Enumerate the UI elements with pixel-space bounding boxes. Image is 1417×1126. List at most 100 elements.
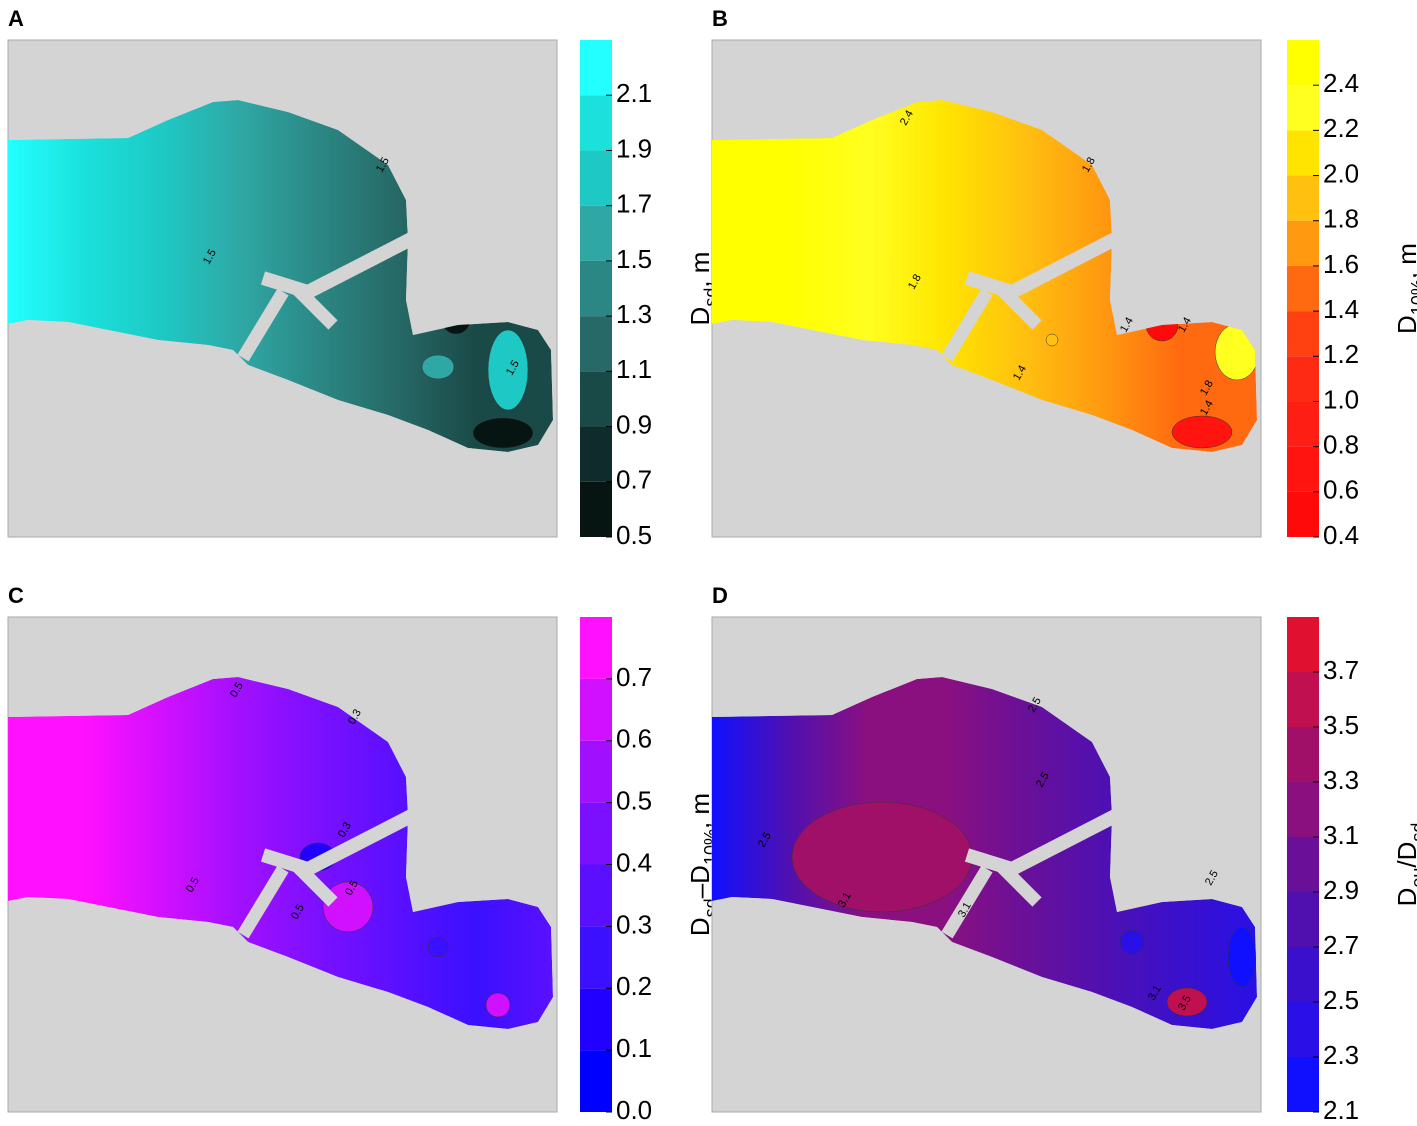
colorbar-tick-label: 0.2 [616,971,652,1001]
colorbar-band [580,316,612,372]
colorbar-band [1287,1057,1319,1112]
colorbar-tick-label: 0.4 [616,847,652,877]
colorbar-band [580,617,612,679]
colorbar-tick-label: 0.7 [616,465,652,495]
colorbar-tick-label: 0.8 [1323,430,1359,460]
colorbar-band [1287,265,1319,312]
colorbar-tick-label: 1.9 [616,133,652,163]
label-subscript: sd [1408,823,1417,842]
colorbar-band [1287,837,1319,892]
label-text: /D [1392,842,1417,868]
colorbar-tick-label: 2.0 [1323,158,1359,188]
map-area [8,100,553,452]
colorbar-tick-label: 2.9 [1323,875,1359,905]
label-text: D [685,307,715,326]
colorbar-tick-label: 0.6 [1323,475,1359,505]
label-subscript: eu [1408,868,1417,888]
contour-blob [1045,333,1059,347]
colorbar-band [580,426,612,482]
colorbar-tick-label: 1.1 [616,354,652,384]
colorbar-band [580,481,612,537]
panel: A1.51.51.50.50.70.91.11.31.51.71.92.1Dsd… [7,6,721,550]
map-area [712,100,1257,452]
channel [997,285,1042,330]
channel [237,865,289,939]
colorbar-band [1287,401,1319,447]
colorbar-label: Dsd, m [685,252,721,326]
colorbar-band [580,988,612,1051]
colorbar-tick-label: 2.4 [1323,68,1359,98]
colorbar-band [1287,617,1319,672]
colorbar-band [580,740,612,803]
contour-blob [485,992,511,1018]
label-text: D [685,917,715,936]
colorbar-band [580,95,612,151]
label-text: , m [685,793,715,829]
channel [237,288,289,362]
label-text: D [1392,315,1417,334]
colorbar-tick-label: 1.8 [1323,204,1359,234]
colorbar-band [580,40,612,96]
colorbar-tick-label: 0.3 [616,909,652,939]
colorbar-band [1287,85,1319,131]
colorbar-label: Dsd–D10%, m [685,793,721,936]
colorbar-tick-label: 3.1 [1323,820,1359,850]
panel-label: C [8,583,24,608]
colorbar-tick-label: 3.5 [1323,710,1359,740]
panel-label: A [8,6,24,31]
colorbar-tick-label: 1.6 [1323,249,1359,279]
colorbar-tick-label: 3.7 [1323,655,1359,685]
channel [941,865,993,939]
channel [293,862,338,907]
colorbar-band [1287,491,1319,537]
colorbar-band [1287,220,1319,266]
colorbar-band [580,926,612,989]
colorbar-tick-label: 1.5 [616,244,652,274]
colorbar-band [1287,672,1319,727]
contour-blob [427,936,449,958]
colorbar-band [580,371,612,427]
panel-label: B [712,6,728,31]
colorbar-band [1287,311,1319,357]
colorbar-band [1287,356,1319,402]
panel: C0.50.30.30.5 0.50.50.00.10.20.30.40.50.6… [7,583,721,1125]
contour-blob [1227,926,1257,988]
colorbar-band [580,864,612,927]
colorbar-tick-label: 0.5 [616,786,652,816]
colorbar-tick-label: 1.4 [1323,294,1359,324]
colorbar-band [1287,40,1319,86]
contour-blob [1119,929,1145,955]
colorbar-band [1287,892,1319,947]
map [712,677,1257,1029]
label-text: D [1392,888,1417,907]
colorbar-tick-label: 2.2 [1323,113,1359,143]
contour-blob [472,417,534,449]
colorbar-tick-label: 1.7 [616,189,652,219]
colorbar-band [1287,175,1319,221]
panel: B2.41.81.81.4 1.41.41.81.40.40.60.81.01.2… [711,6,1417,550]
colorbar-tick-label: 1.2 [1323,339,1359,369]
colorbar-tick-label: 2.3 [1323,1040,1359,1070]
colorbar-tick-label: 2.7 [1323,930,1359,960]
colorbar-tick-label: 2.1 [1323,1095,1359,1125]
label-subscript: 10% [1408,279,1417,315]
contour-blob [487,329,529,411]
contour-blob [322,881,374,933]
contour-blob [1166,987,1208,1017]
panel-label: D [712,583,728,608]
colorbar-label: Deu/Dsd [1392,823,1417,907]
colorbar-band [580,150,612,206]
map-area [8,677,553,1029]
colorbar-band [1287,446,1319,492]
channel [293,285,338,330]
colorbar-tick-label: 2.5 [1323,985,1359,1015]
label-text: , m [1392,243,1417,279]
colorbar-label: D10%, m [1392,243,1417,334]
colorbar-tick-label: 0.1 [616,1033,652,1063]
colorbar-tick-label: 2.1 [616,78,652,108]
colorbar-band [580,260,612,317]
colorbar-band [580,678,612,741]
channel [997,862,1042,907]
contour-blob [1171,415,1233,449]
